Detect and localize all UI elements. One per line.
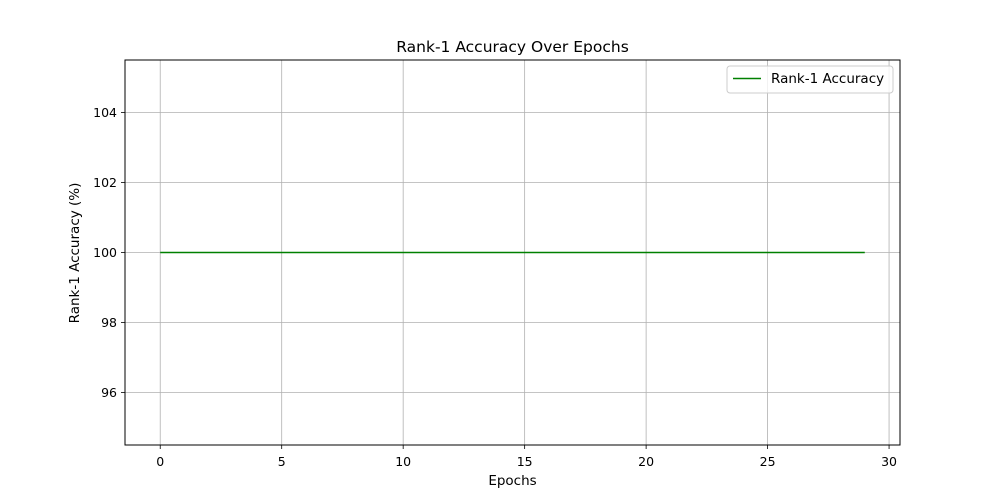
- x-tick-label: 5: [278, 454, 286, 469]
- x-tick-label: 0: [156, 454, 164, 469]
- x-tick-label: 20: [638, 454, 654, 469]
- x-tick-label: 10: [395, 454, 411, 469]
- legend-label: Rank-1 Accuracy: [771, 71, 884, 87]
- y-tick-label: 100: [93, 245, 117, 260]
- legend: Rank-1 Accuracy: [726, 65, 894, 94]
- y-tick-label: 104: [93, 105, 117, 120]
- x-tick-label: 30: [881, 454, 897, 469]
- y-tick-label: 96: [101, 385, 117, 400]
- chart-title: Rank-1 Accuracy Over Epochs: [396, 38, 629, 56]
- legend-frame: [726, 65, 894, 94]
- y-axis-label: Rank-1 Accuracy (%): [67, 183, 83, 324]
- x-tick-label: 25: [760, 454, 776, 469]
- x-tick-label: 15: [517, 454, 533, 469]
- y-axis-ticks: 96 98 100 102 104: [93, 105, 125, 400]
- x-axis-label: Epochs: [488, 473, 536, 489]
- y-tick-label: 98: [101, 315, 117, 330]
- x-axis-ticks: 0 5 10 15 20 25 30: [156, 445, 897, 469]
- y-tick-label: 102: [93, 175, 117, 190]
